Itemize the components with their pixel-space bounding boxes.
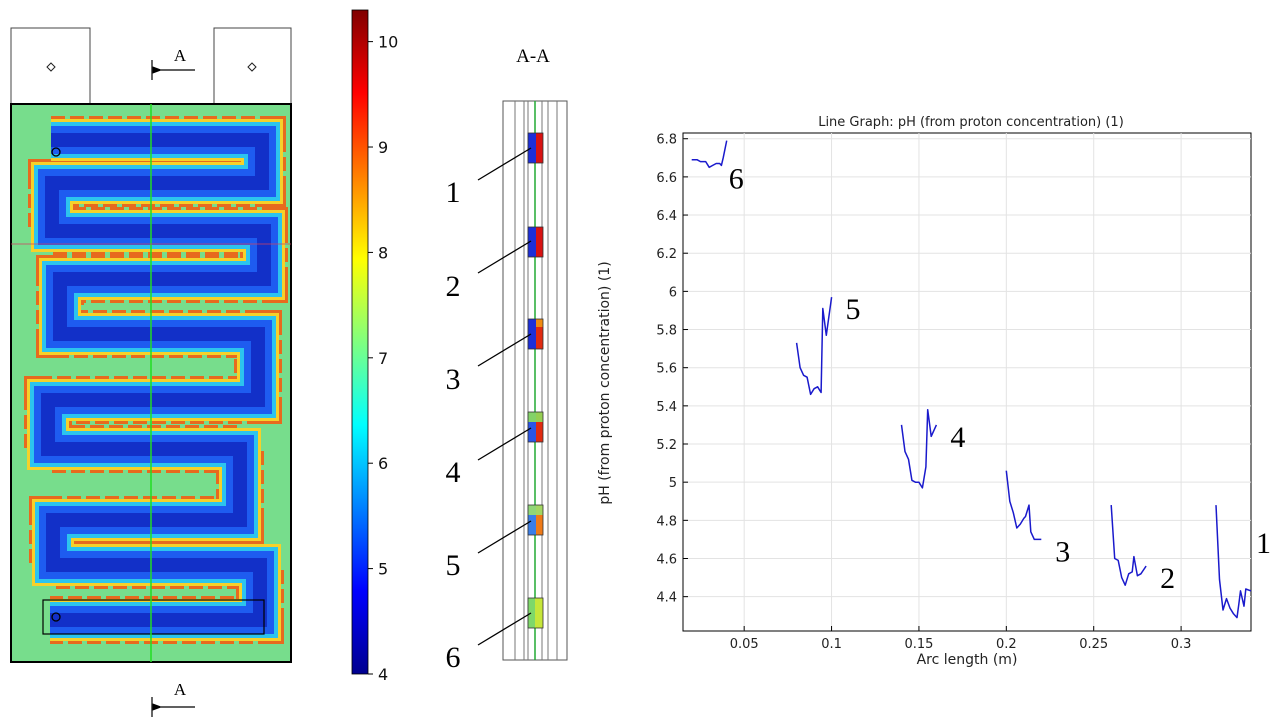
x-tick-label: 0.1 (821, 637, 842, 652)
leader-line (477, 520, 532, 554)
y-tick-label: 5 (669, 476, 677, 491)
colorbar-tick-label: 6 (378, 454, 388, 473)
section-channel-3 (527, 318, 544, 350)
section-marker-bottom: A (174, 680, 187, 699)
x-tick-label: 0.15 (904, 637, 933, 652)
colorbar-tick-label: 4 (378, 665, 388, 684)
serpentine-channel-core (41, 133, 271, 627)
leader-line (477, 240, 532, 274)
section-channel-4 (527, 411, 544, 443)
colorbar-tick-label: 5 (378, 560, 388, 579)
chart-title: Line Graph: pH (from proton concentratio… (818, 115, 1124, 130)
section-channel-5 (527, 504, 544, 536)
y-axis-label: pH (from proton concentration) (1) (597, 261, 613, 504)
line-graph: Line Graph: pH (from proton concentratio… (597, 115, 1271, 668)
series-line-1 (1215, 505, 1252, 619)
section-channel-6 (527, 597, 544, 629)
y-tick-label: 5.8 (656, 324, 677, 339)
series-line-2 (1110, 505, 1147, 586)
series-labels: 6 5 4 3 2 1 (729, 163, 1271, 595)
colorbar: 10 9 8 7 6 5 4 (351, 9, 398, 684)
section-callout-2: 2 (446, 270, 461, 303)
series-label-1: 1 (1256, 527, 1271, 560)
series-label-5: 5 (846, 293, 861, 326)
x-tick-label: 0.25 (1079, 637, 1108, 652)
section-marker-top: A (174, 46, 187, 65)
section-callout-3: 3 (446, 363, 461, 396)
section-callout-4: 4 (446, 456, 461, 489)
x-axis-label: Arc length (m) (917, 652, 1018, 668)
outlet-channel (42, 599, 265, 635)
outlet-port (51, 612, 61, 622)
colorbar-tick-label: 7 (378, 349, 388, 368)
series-label-6: 6 (729, 163, 744, 196)
series-line-3 (1005, 470, 1042, 541)
x-tick-label: 0.3 (1171, 637, 1192, 652)
inlet-tab-left (10, 27, 91, 105)
series-lines (691, 140, 1252, 619)
diamond-icon (247, 62, 257, 72)
y-tick-label: 5.2 (656, 438, 677, 453)
section-callout-1: 1 (446, 176, 461, 209)
leader-line (477, 612, 532, 646)
section-title: A-A (516, 46, 550, 67)
y-tick-label: 5.4 (656, 400, 677, 415)
series-line-4 (900, 408, 938, 489)
colorbar-gradient (351, 9, 369, 675)
colorbar-tick-label: 10 (378, 33, 398, 52)
inlet-port (51, 147, 61, 157)
y-tick-label: 6.4 (656, 209, 677, 224)
x-axis-ticks: 0.05 0.1 0.15 0.2 0.25 0.3 (730, 626, 1192, 652)
y-tick-label: 5.6 (656, 362, 677, 377)
leader-line (477, 427, 532, 461)
plate-contour-panel: A A (10, 27, 292, 717)
gridlines (683, 133, 1251, 631)
diamond-icon (46, 62, 56, 72)
x-tick-label: 0.05 (730, 637, 759, 652)
inlet-tab-right (213, 27, 292, 105)
leader-line (477, 147, 532, 181)
y-tick-label: 6 (669, 285, 677, 300)
section-callout-5: 5 (446, 549, 461, 582)
y-axis-ticks: 4.4 4.6 4.8 5 5.2 5.4 5.6 5.8 6 6.2 6.4 6.6 6.8 (656, 133, 688, 606)
series-label-4: 4 (950, 421, 965, 454)
series-line-6 (691, 140, 728, 169)
series-label-2: 2 (1160, 562, 1175, 595)
y-tick-label: 4.8 (656, 514, 677, 529)
y-tick-label: 6.6 (656, 171, 677, 186)
section-channel-2 (527, 226, 544, 258)
plot-area (682, 132, 1252, 632)
colorbar-tick-label: 8 (378, 243, 388, 262)
section-channel-1 (527, 132, 544, 164)
colorbar-tick-label: 9 (378, 138, 388, 157)
y-tick-label: 4.4 (656, 591, 677, 606)
leader-line (477, 333, 532, 367)
series-label-3: 3 (1055, 535, 1070, 568)
x-tick-label: 0.2 (996, 637, 1017, 652)
y-tick-label: 6.8 (656, 133, 677, 148)
series-line-5 (795, 296, 833, 396)
y-tick-label: 6.2 (656, 247, 677, 262)
section-callout-6: 6 (446, 641, 461, 674)
y-tick-label: 4.6 (656, 552, 677, 567)
colorbar-ticks: 10 9 8 7 6 5 4 (368, 33, 398, 684)
cross-section-panel: A-A (446, 46, 568, 674)
